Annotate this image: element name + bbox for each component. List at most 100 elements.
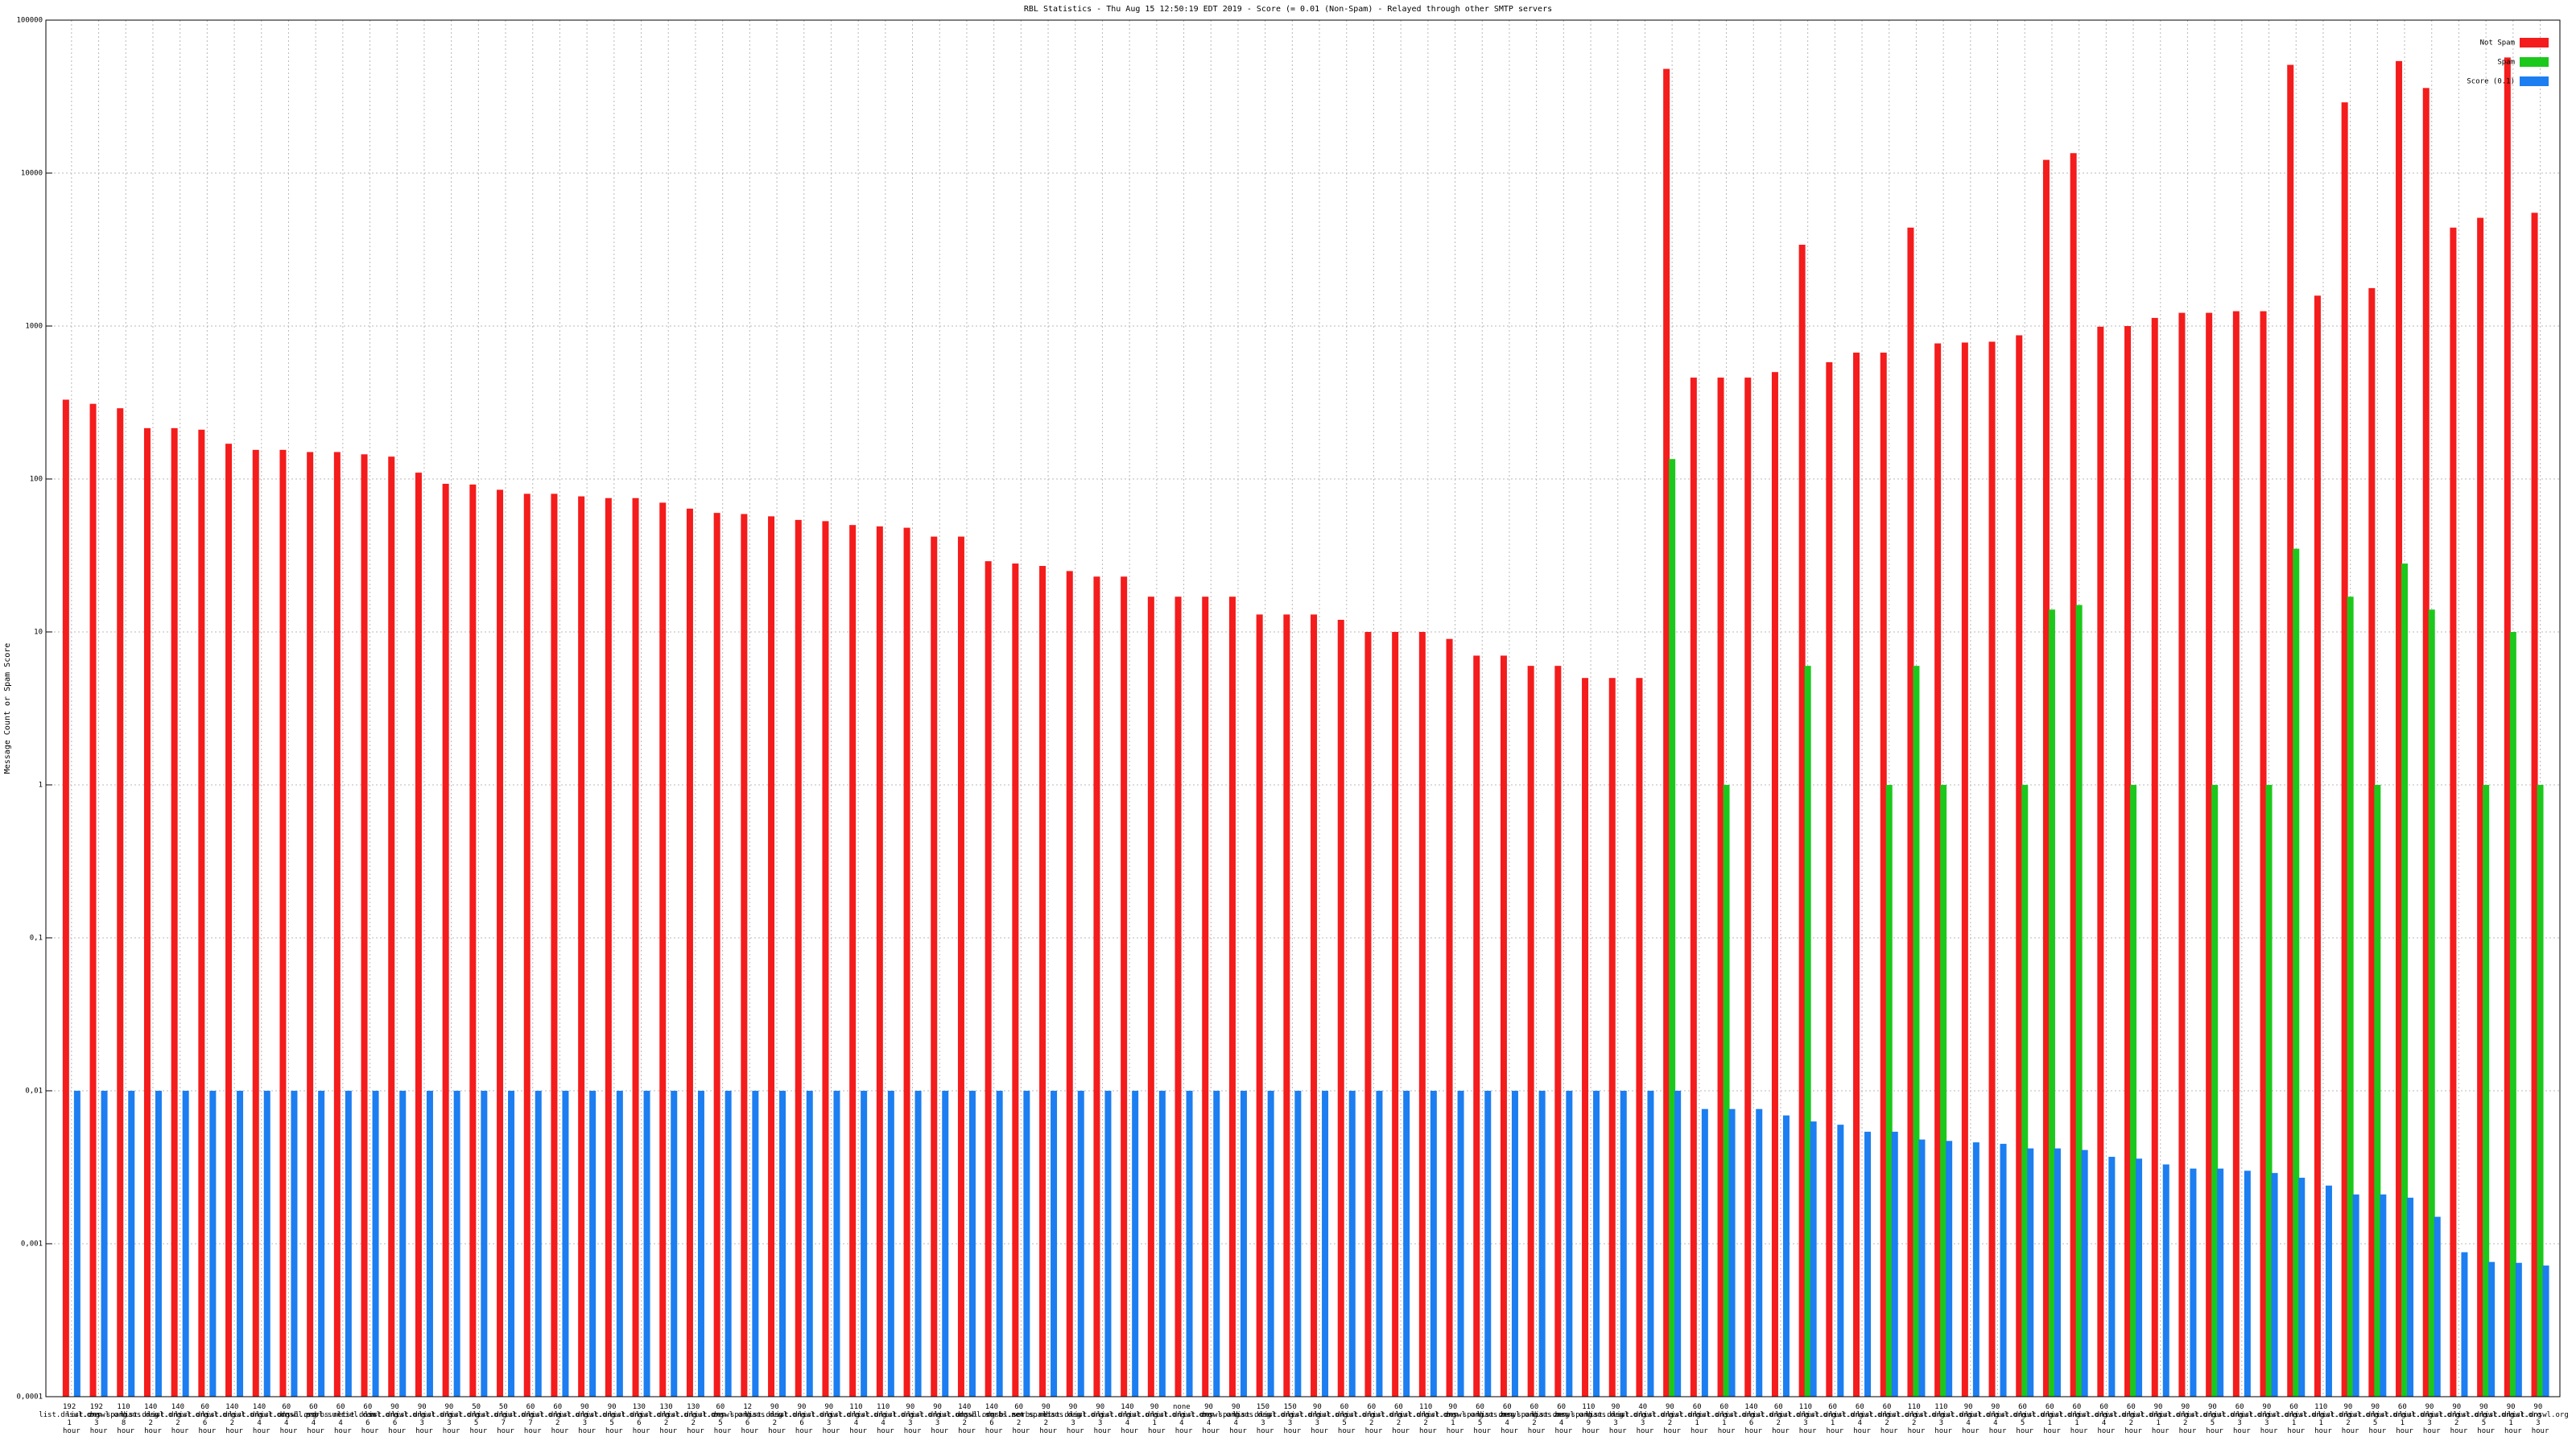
- bar: [2178, 312, 2186, 1397]
- bar: [198, 429, 205, 1397]
- x-tick-label: 60 dnsbl.sorbs.net 2 hour: [986, 1403, 1056, 1435]
- bar: [237, 1091, 244, 1397]
- bar: [279, 449, 287, 1397]
- x-tick-label: 60 list.dnswl.org 7 hour: [500, 1403, 565, 1435]
- bar: [361, 454, 368, 1397]
- bar: [2293, 548, 2300, 1397]
- bar: [2260, 311, 2267, 1397]
- bar: [1717, 378, 1724, 1397]
- bar: [453, 1091, 460, 1397]
- bar: [2341, 102, 2348, 1397]
- bar: [1566, 1091, 1573, 1397]
- x-tick-label: 90 list.dnswl.org 5 hour: [2182, 1403, 2248, 1435]
- x-tick-label: 90 list.dnswl.org 1 hour: [2480, 1403, 2545, 1435]
- bar: [887, 1091, 894, 1397]
- bar: [2401, 564, 2409, 1397]
- bar: [117, 408, 124, 1397]
- x-tick-label: 60 list.dnswl.org 2 hour: [1856, 1403, 1922, 1435]
- bar: [914, 1091, 922, 1397]
- bar: [2422, 88, 2429, 1397]
- bar: [1174, 597, 1182, 1397]
- bar: [143, 427, 151, 1397]
- x-tick-label: 50 list.dnswl.org 5 hour: [446, 1403, 511, 1435]
- bar: [1104, 1091, 1112, 1397]
- bar: [2244, 1170, 2251, 1397]
- bar: [225, 444, 233, 1397]
- bar: [89, 403, 97, 1397]
- x-tick-label: 140 list.dnswl.org 2 hour: [147, 1403, 213, 1435]
- x-tick-label: 60 list.dnswl.org 2 hour: [1748, 1403, 1813, 1435]
- x-tick-label: 90 list.dnswl.org 1 hour: [2128, 1403, 2193, 1435]
- bar: [1527, 666, 1534, 1397]
- bar: [697, 1091, 704, 1397]
- bar: [589, 1091, 597, 1397]
- bar: [2298, 1178, 2306, 1397]
- bar: [101, 1091, 108, 1397]
- y-tick-label: 0,1: [30, 935, 43, 943]
- bar: [968, 1091, 976, 1397]
- bar: [2000, 1143, 2007, 1397]
- bar: [1051, 1091, 1058, 1397]
- bar: [2054, 1148, 2061, 1397]
- bar: [1837, 1125, 1844, 1397]
- x-tick-label: 90 list.dnswl.org 3 hour: [1042, 1403, 1108, 1435]
- bar: [849, 525, 857, 1397]
- bar: [2206, 312, 2213, 1397]
- legend-label: Not Spam: [2480, 39, 2515, 47]
- bar: [1701, 1108, 1708, 1397]
- bar: [1782, 1115, 1790, 1397]
- bar: [1663, 68, 1670, 1397]
- bar: [1283, 614, 1290, 1397]
- bar: [1322, 1091, 1329, 1397]
- bar: [1511, 1091, 1518, 1397]
- bar: [1891, 1131, 1898, 1397]
- x-tick-label: 60 list.dnswl.org 1 hour: [1666, 1403, 1732, 1435]
- bar: [1940, 785, 1947, 1397]
- x-tick-label: 140 list.dnswl.org 4 hour: [1097, 1403, 1162, 1435]
- bar: [62, 399, 69, 1397]
- chart-title: RBL Statistics - Thu Aug 15 12:50:19 EDT…: [1024, 5, 1552, 14]
- bar: [535, 1091, 542, 1397]
- bar: [128, 1091, 135, 1397]
- y-tick-label: 100: [30, 476, 43, 484]
- x-tick-label: 60 list.dnswl.org 1 hour: [2264, 1403, 2329, 1435]
- x-tick-label: 140 list.dnswl.org 2 hour: [201, 1403, 266, 1435]
- x-tick-label: 90 list.dnswl.org 2 hour: [1640, 1403, 1705, 1435]
- bar: [1538, 1091, 1546, 1397]
- x-tick-label: 60 zen.spamhaus.org 5 hour: [1445, 1403, 1519, 1435]
- bar: [2461, 1252, 2468, 1397]
- x-tick-label: 90 list.dnswl.org 4 hour: [1965, 1403, 2030, 1435]
- bar: [2515, 1262, 2522, 1397]
- bar: [2450, 227, 2457, 1397]
- bar: [2488, 1261, 2496, 1397]
- bar: [1907, 227, 1914, 1397]
- bar: [1473, 655, 1480, 1397]
- bar: [643, 1091, 650, 1397]
- bar: [1446, 638, 1453, 1397]
- bar: [1430, 1091, 1437, 1397]
- bar: [752, 1091, 759, 1397]
- x-tick-label: 90 list.dnswl.org 3 hour: [1070, 1403, 1135, 1435]
- x-tick-label: 90 list.dnswl.org 5 hour: [581, 1403, 646, 1435]
- bar: [779, 1091, 786, 1397]
- x-tick-label: 90 list.dnswl.org 3 hour: [880, 1403, 945, 1435]
- x-tick-label: 90 list.dnswl.org 5 hour: [2454, 1403, 2519, 1435]
- bar: [1023, 1091, 1030, 1397]
- x-tick-label: 90 list.dnswl.org 3 hour: [1286, 1403, 1352, 1435]
- bar: [252, 449, 259, 1397]
- bar: [2287, 64, 2294, 1397]
- legend-swatch: [2520, 38, 2549, 47]
- bar: [2434, 1216, 2441, 1397]
- bar: [903, 527, 910, 1397]
- legend-label: Score (0.1): [2467, 78, 2515, 86]
- bar: [1392, 632, 1399, 1397]
- bar: [263, 1091, 270, 1397]
- bar: [578, 496, 585, 1397]
- legend-label: Spam: [2497, 59, 2515, 67]
- bar: [442, 483, 449, 1397]
- y-tick-label: 1000: [25, 323, 43, 331]
- x-tick-label: 12 zen.spamhaus.org 6 hour: [712, 1403, 786, 1435]
- bar: [2542, 1265, 2549, 1397]
- bar: [1158, 1091, 1166, 1397]
- bar: [1418, 632, 1426, 1397]
